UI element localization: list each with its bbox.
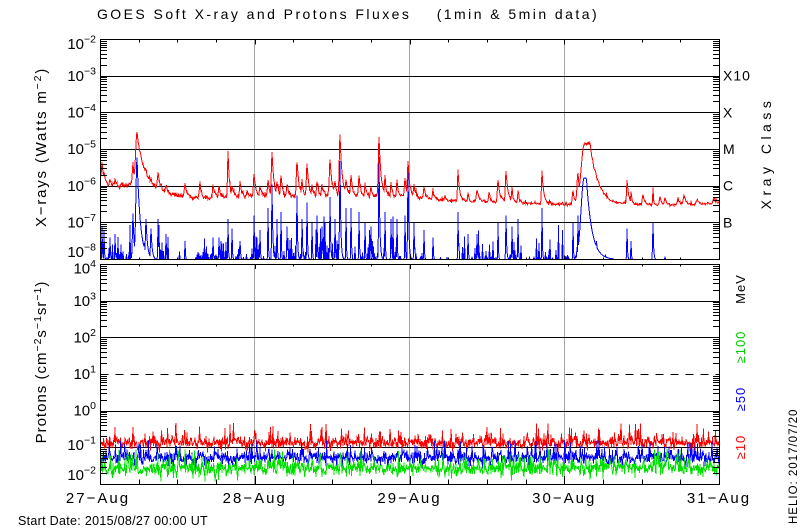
svg-text:M: M	[723, 141, 736, 157]
svg-text:29−Aug: 29−Aug	[377, 490, 441, 507]
svg-text:≥50: ≥50	[733, 387, 748, 412]
svg-text:X−rays (Watts m−2): X−rays (Watts m−2)	[32, 67, 50, 227]
svg-text:Xray Class: Xray Class	[758, 97, 774, 210]
svg-text:28−Aug: 28−Aug	[223, 490, 287, 507]
svg-text:X: X	[723, 104, 733, 120]
svg-text:X10: X10	[723, 68, 751, 84]
svg-text:≥100: ≥100	[733, 331, 748, 364]
svg-text:27−Aug: 27−Aug	[66, 490, 130, 507]
svg-text:Start Date: 2015/08/27 00:00 U: Start Date: 2015/08/27 00:00 UT	[18, 514, 208, 528]
svg-text:C: C	[723, 178, 734, 194]
svg-text:30−Aug: 30−Aug	[532, 490, 596, 507]
svg-text:≥10: ≥10	[733, 435, 748, 460]
svg-text:B: B	[723, 214, 733, 230]
svg-text:Protons (cm−2s−1sr−1): Protons (cm−2s−1sr−1)	[32, 281, 50, 444]
svg-text:MeV: MeV	[733, 274, 748, 304]
svg-text:31−Aug: 31−Aug	[687, 490, 751, 507]
svg-text:GOES Soft X-ray and Protons Fl: GOES Soft X-ray and Protons Fluxes (1min…	[97, 6, 599, 22]
svg-text:HELIO: 2017/07/20: HELIO: 2017/07/20	[788, 409, 800, 524]
